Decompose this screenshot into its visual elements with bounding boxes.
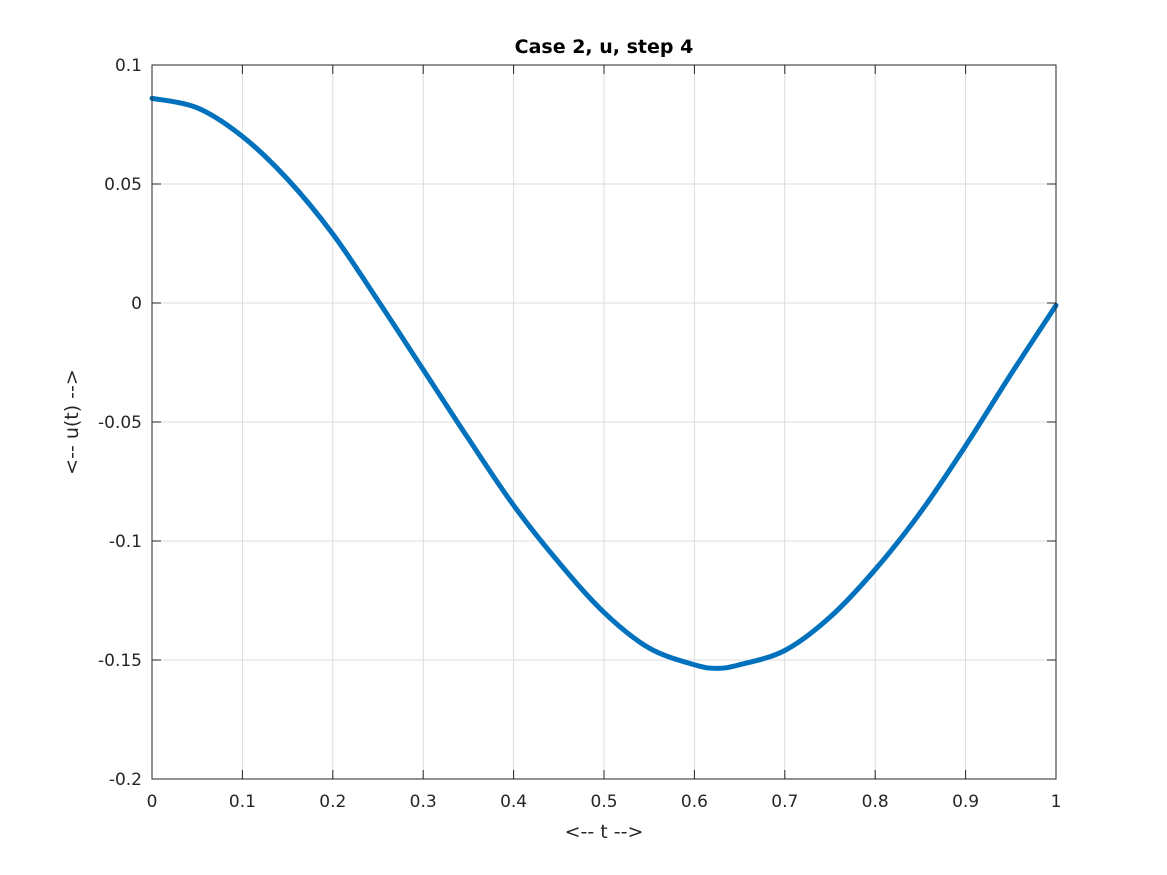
x-tick-label: 0.3 bbox=[410, 792, 437, 812]
x-tick-label: 0 bbox=[147, 792, 158, 812]
y-tick-label: 0 bbox=[131, 294, 142, 314]
x-tick-label: 0.4 bbox=[500, 792, 527, 812]
y-tick-label: -0.15 bbox=[98, 651, 142, 671]
series-layer bbox=[149, 95, 1059, 671]
y-axis-label: <-- u(t) --> bbox=[61, 369, 83, 475]
x-tick-label: 0.8 bbox=[862, 792, 889, 812]
chart-title: Case 2, u, step 4 bbox=[515, 36, 694, 58]
y-tick-label: -0.05 bbox=[98, 413, 142, 433]
x-tick-label: 0.9 bbox=[952, 792, 979, 812]
x-tick-label: 1 bbox=[1051, 792, 1062, 812]
x-ticks: 0 0.1 0.2 0.3 0.4 0.5 0.6 0.7 0.8 0.9 1 bbox=[147, 65, 1062, 812]
y-tick-label: -0.2 bbox=[109, 770, 142, 790]
x-tick-label: 0.2 bbox=[319, 792, 346, 812]
y-tick-label: -0.1 bbox=[109, 532, 142, 552]
series-line bbox=[149, 95, 1059, 671]
y-tick-label: 0.1 bbox=[115, 56, 142, 76]
x-tick-label: 0.5 bbox=[590, 792, 617, 812]
x-tick-label: 0.6 bbox=[681, 792, 708, 812]
x-tick-label: 0.7 bbox=[771, 792, 798, 812]
y-tick-label: 0.05 bbox=[104, 175, 142, 195]
y-ticks: -0.2 -0.15 -0.1 -0.05 0 0.05 0.1 bbox=[98, 56, 1056, 790]
plot-area: 0 0.1 0.2 0.3 0.4 0.5 0.6 0.7 0.8 0.9 1 -0.2-0.15-… bbox=[98, 56, 1061, 812]
x-tick-label: 0.1 bbox=[229, 792, 256, 812]
x-axis-label: <-- t --> bbox=[565, 821, 644, 843]
